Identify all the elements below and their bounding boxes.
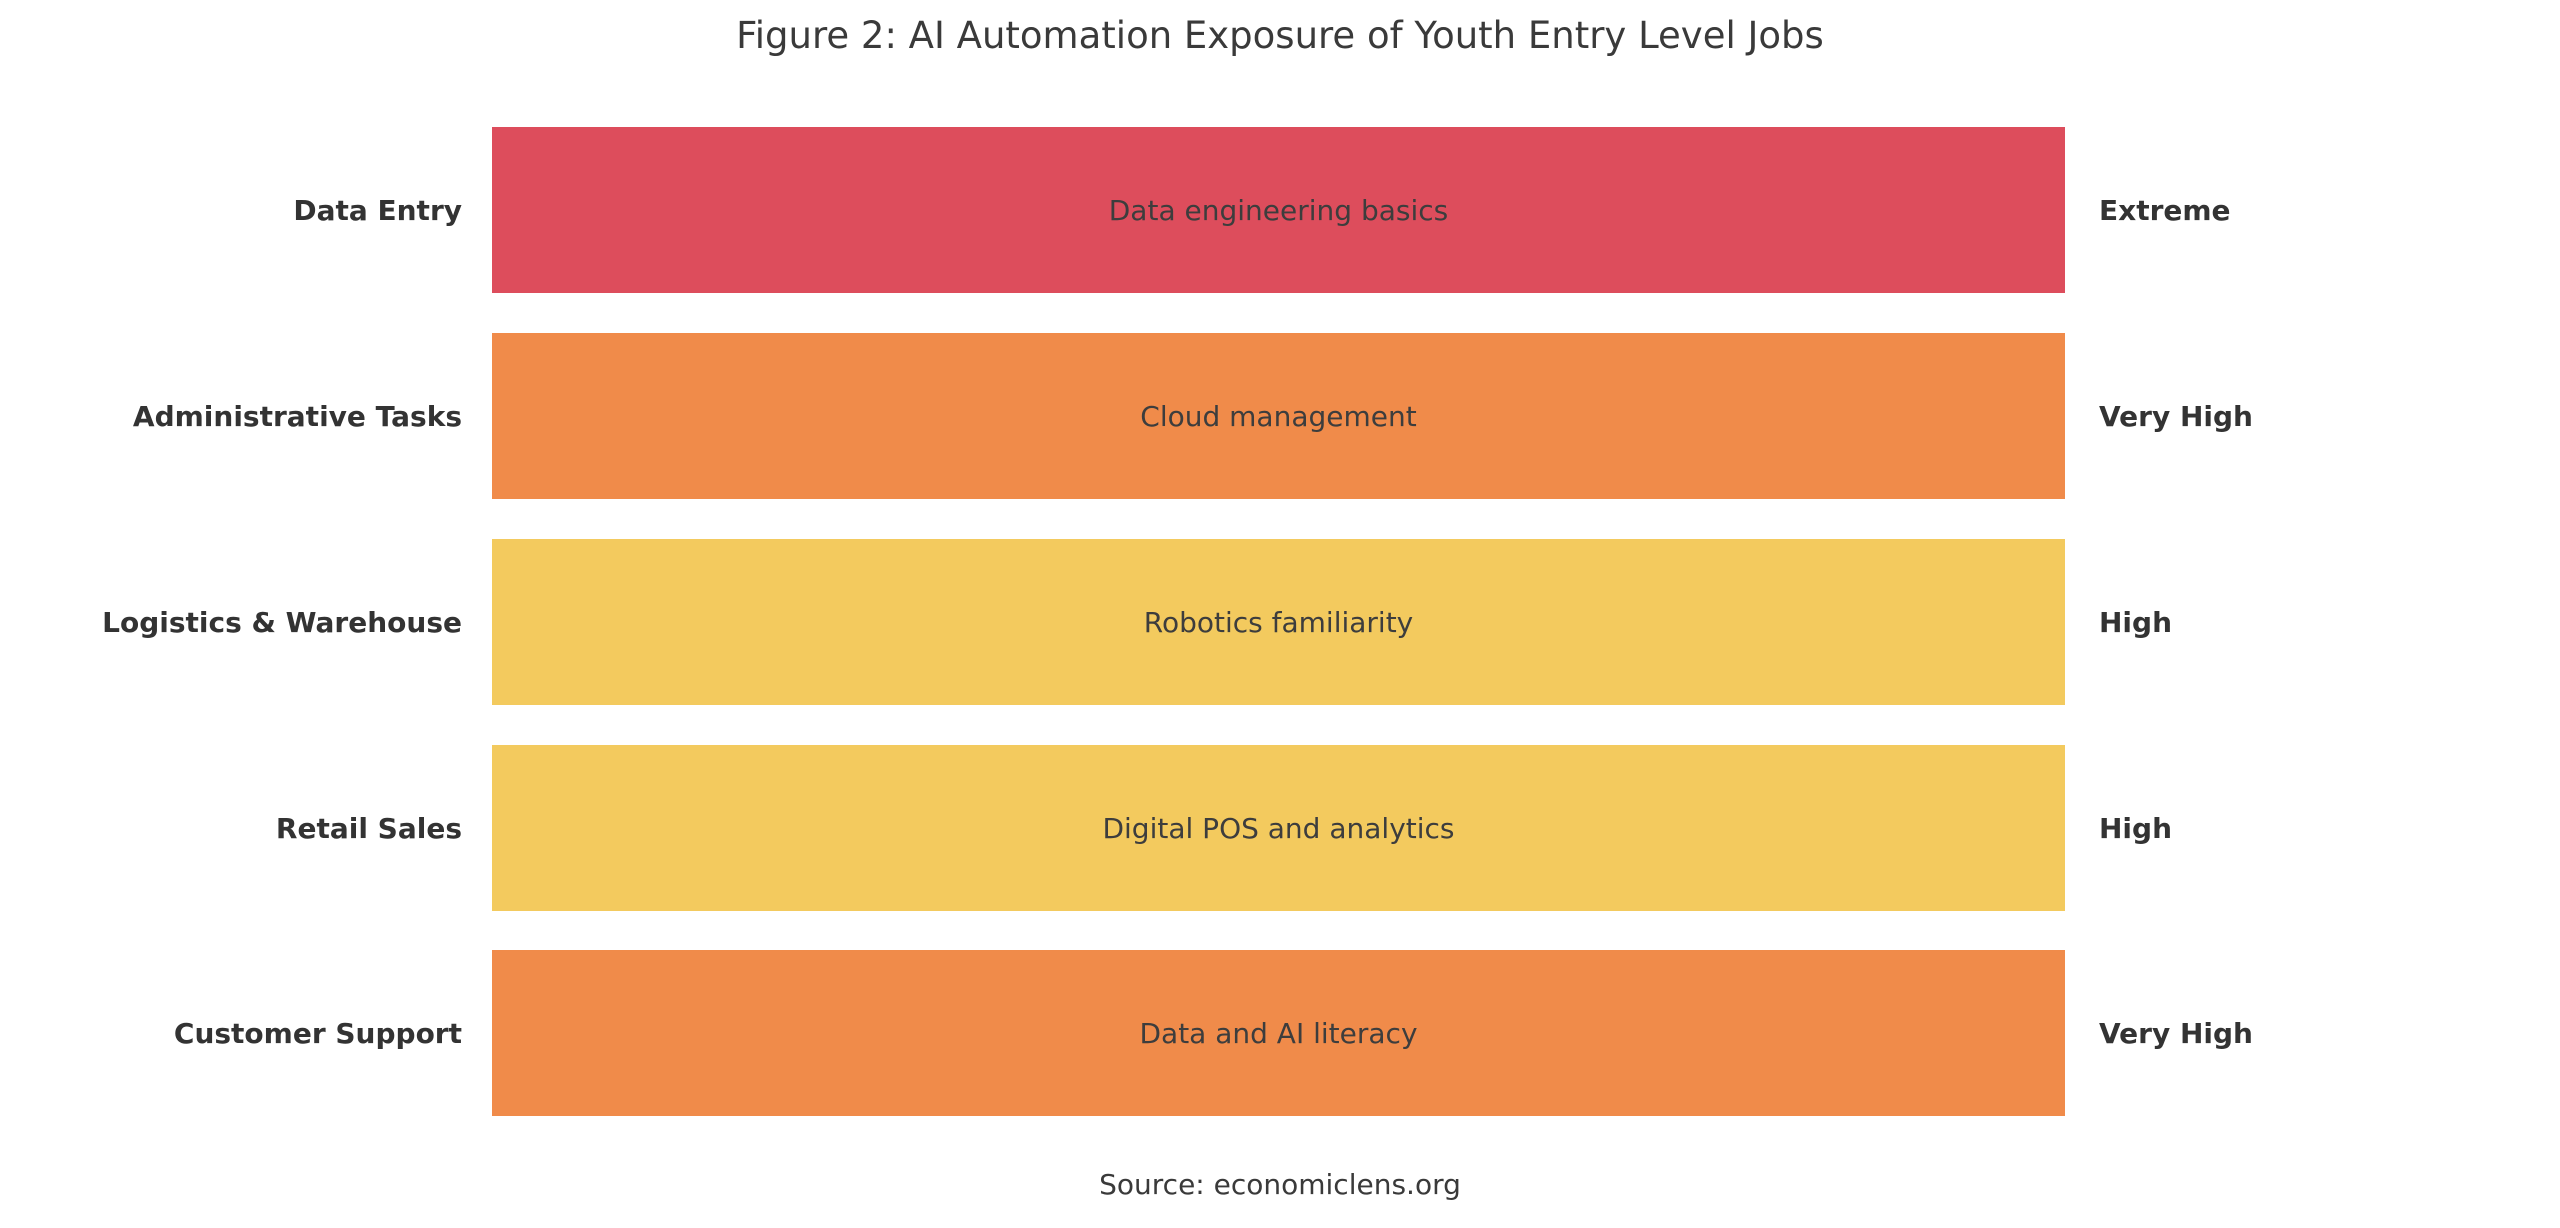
bar-annotation: Data engineering basics: [1108, 193, 1449, 227]
chart-row: Customer Support Data and AI literacy Ve…: [0, 950, 2560, 1116]
bar-annotation: Cloud management: [1140, 399, 1417, 433]
source-caption: Source: economiclens.org: [1099, 1168, 1461, 1201]
exposure-level-label: High: [2099, 811, 2173, 845]
category-label: Logistics & Warehouse: [102, 605, 462, 639]
category-label: Administrative Tasks: [132, 399, 462, 433]
bar-annotation: Digital POS and analytics: [1102, 811, 1455, 845]
category-label: Customer Support: [173, 1016, 462, 1050]
chart-title: Figure 2: AI Automation Exposure of Yout…: [736, 14, 1824, 57]
exposure-level-label: High: [2099, 605, 2173, 639]
exposure-level-label: Very High: [2099, 399, 2253, 433]
exposure-bar: Robotics familiarity: [492, 539, 2065, 705]
chart-row: Data Entry Data engineering basics Extre…: [0, 127, 2560, 293]
exposure-bar: Data engineering basics: [492, 127, 2065, 293]
exposure-bar: Digital POS and analytics: [492, 745, 2065, 911]
exposure-bar: Cloud management: [492, 333, 2065, 499]
chart-row: Logistics & Warehouse Robotics familiari…: [0, 539, 2560, 705]
chart-row: Administrative Tasks Cloud management Ve…: [0, 333, 2560, 499]
category-label: Data Entry: [293, 193, 462, 227]
exposure-bar: Data and AI literacy: [492, 950, 2065, 1116]
exposure-level-label: Extreme: [2099, 193, 2231, 227]
category-label: Retail Sales: [275, 811, 462, 845]
chart-row: Retail Sales Digital POS and analytics H…: [0, 745, 2560, 911]
exposure-level-label: Very High: [2099, 1016, 2253, 1050]
bar-annotation: Robotics familiarity: [1143, 605, 1414, 639]
bar-annotation: Data and AI literacy: [1139, 1016, 1418, 1050]
